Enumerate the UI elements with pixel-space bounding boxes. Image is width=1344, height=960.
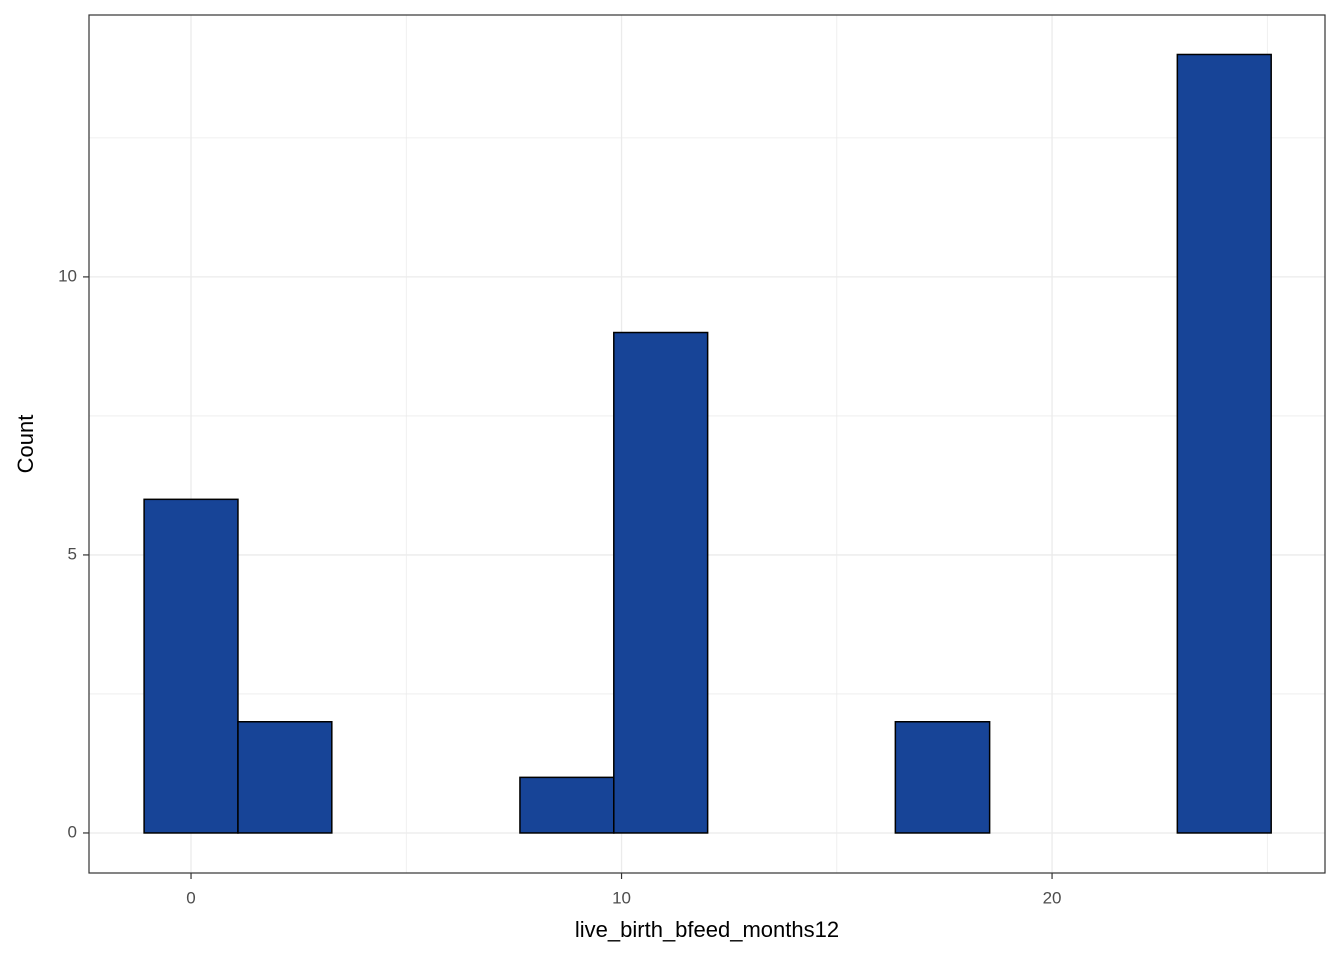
x-tick-label: 20 xyxy=(1043,888,1062,907)
x-tick-label: 0 xyxy=(186,888,195,907)
bar xyxy=(894,721,991,834)
y-axis-title: Count xyxy=(13,415,38,474)
x-tick-label: 10 xyxy=(612,888,631,907)
bars xyxy=(143,53,1272,834)
bar xyxy=(613,331,709,834)
axes: 0 10 20 0 5 10 xyxy=(58,266,1061,907)
bar xyxy=(237,721,333,834)
panel-border xyxy=(88,14,1326,874)
y-tick-label: 10 xyxy=(58,266,77,285)
bar xyxy=(519,776,615,834)
bar xyxy=(1176,53,1272,834)
bar xyxy=(143,498,239,834)
y-tick-label: 5 xyxy=(68,544,77,563)
x-axis-title: live_birth_bfeed_months12 xyxy=(575,917,839,942)
y-tick-label: 0 xyxy=(68,822,77,841)
